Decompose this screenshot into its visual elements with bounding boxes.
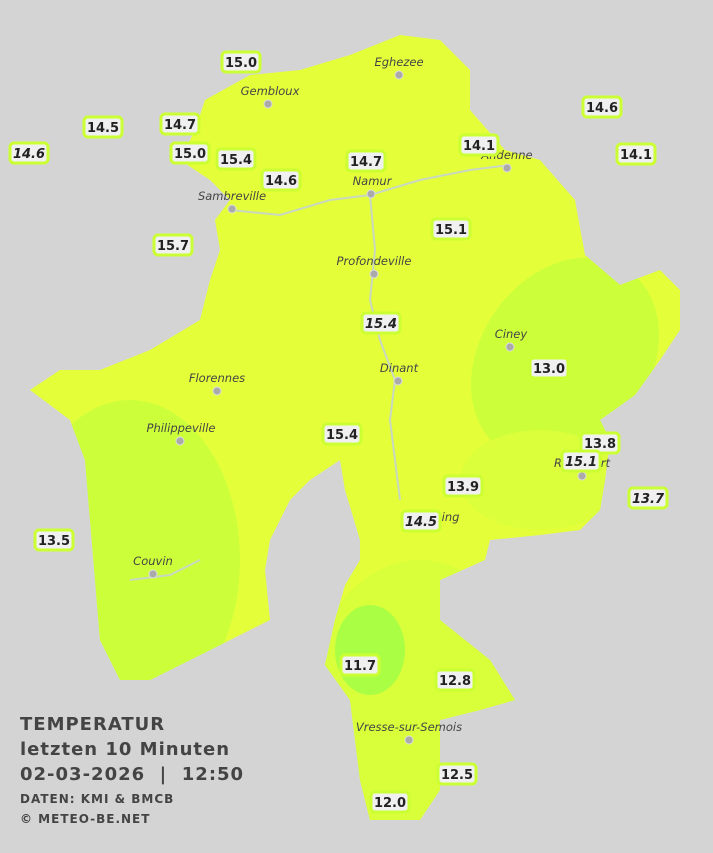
station-value: 12.5 [441,768,473,783]
city-name: Couvin [133,554,173,568]
station-value: 14.5 [405,515,437,530]
station-box [152,233,194,257]
station-box [82,115,124,139]
city-marker [366,189,376,199]
city-marker [505,342,515,352]
station-value: 14.6 [13,147,45,162]
station-box [260,168,302,192]
station-box [442,474,484,498]
station-value: 12.8 [439,674,471,689]
station-box [627,486,669,510]
city-marker [263,99,273,109]
city-marker [148,569,158,579]
station-box [400,509,442,533]
legend-title: TEMPERATUR [20,714,165,735]
station-box [615,142,657,166]
station-value: 13.0 [533,362,565,377]
city-name: Philippeville [147,421,216,435]
station-box [159,112,201,136]
station-box [169,141,211,165]
station-box [528,356,570,380]
city-marker [175,436,185,446]
station-value: 14.1 [463,139,495,154]
station-box [215,147,257,171]
station-box [220,50,262,74]
labels: EghezeeGemblouxAndenneNamurSambrevillePr… [8,50,669,814]
station-value: 14.7 [350,155,382,170]
legend-datetime: 02-03-2026 | 12:50 [20,764,244,785]
station-value: 15.4 [220,153,252,168]
city-marker [502,163,512,173]
city-marker [227,204,237,214]
station-box [360,311,402,335]
station-value: 12.0 [374,796,406,811]
legend-period: letzten 10 Minuten [20,739,230,760]
legend-source: DATEN: KMI & BMCB [20,792,174,806]
station-value: 14.6 [586,101,618,116]
station-box [345,149,387,173]
station-value: 13.5 [38,534,70,549]
station-value: 13.9 [447,480,479,495]
station-value: 14.7 [164,118,196,133]
city-marker [212,386,222,396]
legend-copyright: © METEO-BE.NET [20,812,150,826]
station-value: 15.1 [565,455,597,470]
station-box [8,141,50,165]
city-marker [577,471,587,481]
station-value: 15.1 [435,223,467,238]
station-value: 15.4 [365,317,397,332]
city-name: Gembloux [241,84,300,98]
city-marker [393,376,403,386]
city-name: Ciney [495,327,528,341]
station-value: 15.7 [157,239,189,254]
city-name: Vresse-sur-Semois [356,720,462,734]
station-value: 14.6 [265,174,297,189]
city-name: Sambreville [198,189,266,203]
city-marker [369,269,379,279]
station-value: 14.5 [87,121,119,136]
station-value: 14.1 [620,148,652,163]
station-box [581,95,623,119]
city-name: Namur [353,174,393,188]
station-value: 15.0 [174,147,206,162]
station-box [560,449,602,473]
station-value: 11.7 [344,659,376,674]
city-name: Eghezee [374,55,423,69]
station-box [33,528,75,552]
station-box [430,217,472,241]
city-name: Dinant [380,361,419,375]
station-box [339,653,381,677]
city-marker [404,735,414,745]
station-value: 15.0 [225,56,257,71]
city-name: Profondeville [337,254,412,268]
station-box [436,762,478,786]
station-box [434,668,476,692]
station-value: 15.4 [326,428,358,443]
station-value: 13.8 [584,437,616,452]
city-name: Florennes [189,371,245,385]
station-value: 13.7 [632,492,665,507]
city-marker [394,70,404,80]
station-box [321,422,363,446]
station-box [458,133,500,157]
station-box [369,790,411,814]
